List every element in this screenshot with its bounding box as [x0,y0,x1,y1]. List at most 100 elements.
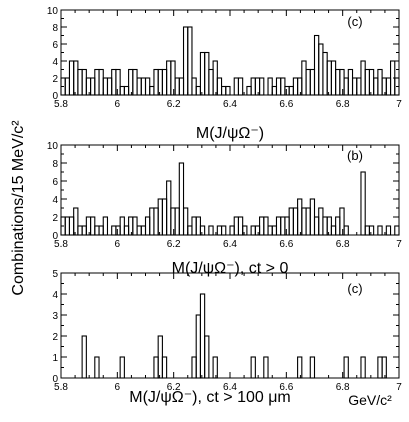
histogram-bin [182,207,189,236]
histogram-bin [119,356,125,379]
histogram-bin [111,68,117,96]
histogram-bin [98,68,104,96]
histogram-bin [204,51,210,96]
panel-3: 5.8 6 6.2 6.4 6.6 6.8 7 0 1 2 3 4 5 (c) M(J/ψΩ⁻), ct >… [52,269,402,406]
histogram-bin [195,216,201,236]
y-axis-label: Combinations/15 MeV/c² [10,120,27,296]
histogram-bin [394,225,400,236]
histogram-bin [136,225,142,236]
histogram-bin [360,60,366,96]
histogram-bin [360,356,366,379]
histogram-bin [90,77,96,96]
histogram-bin [191,356,197,379]
histogram-bin [128,216,134,236]
histogram-bin [161,68,168,96]
x-unit-label: GeV/c² [348,392,392,408]
panel-1: 5.8 6 6.2 6.4 6.6 6.8 7 0 2 4 6 8 10 (c) M(J/ψΩ⁻) [47,6,402,142]
histogram-bin [343,77,349,96]
histogram-bin [271,225,278,236]
histogram-bin [208,225,214,236]
histogram-bin [229,225,235,236]
histogram-bin [182,26,189,96]
x-tick-label: 6.6 [279,239,293,250]
histogram-bin [221,225,227,236]
histogram-bin [233,77,240,96]
histogram-bin [284,216,290,236]
histogram-bin [115,68,121,96]
histogram-bin [335,216,341,236]
histogram-bin [351,77,358,96]
histogram-bin [356,77,362,96]
histogram-bin [106,77,113,96]
panel-tag: (c) [347,14,362,29]
histogram-bin [292,77,299,96]
y-tick-label: 5 [52,269,58,280]
histogram-bin [385,77,392,96]
x-axis-label: M(J/ψΩ⁻) [196,125,264,142]
histogram-bin [153,207,159,236]
y-tick-label: 10 [47,6,59,17]
x-tick-label: 6.4 [223,382,237,393]
histogram-bin [170,60,176,96]
histogram-bin [102,77,109,96]
histogram-bin [64,77,70,96]
histogram-bin [178,77,185,96]
histogram-bin [347,68,354,96]
histogram-bin [161,198,168,236]
histogram-bin [330,225,337,236]
histogram-bin [305,68,311,96]
x-tick-label: 6.8 [336,382,350,393]
histogram-bin [275,77,282,96]
histogram-bin [68,216,75,236]
histogram-bin [68,60,75,96]
panel-tag: (c) [347,281,362,296]
histogram-bin [199,51,206,96]
y-tick-label: 0 [52,374,58,385]
histogram-bin [204,335,210,379]
y-tick-label: 3 [52,311,58,322]
histogram-bin [140,77,147,96]
histogram-bin [377,68,383,96]
panel-tag: (b) [347,148,363,163]
x-tick-label: 7 [396,99,402,110]
histogram-bin [81,68,87,96]
histogram-bin [144,216,151,236]
histogram-bin [373,77,379,96]
histogram-bin [94,356,100,379]
histogram-bin [77,225,83,236]
histogram-bin [85,77,92,96]
histogram-bin [309,356,316,379]
histogram-bin [187,225,193,236]
x-tick-label: 6.2 [167,99,181,110]
histogram-bin [90,216,96,236]
histogram-bin [157,198,163,236]
histogram-bin [313,216,320,236]
histogram-bin [326,216,332,236]
histogram-bin [153,68,159,96]
histogram-bin [166,60,172,96]
histogram-bin [187,26,193,96]
histogram-bin [271,85,278,96]
y-tick-label: 6 [52,40,58,51]
histogram-bin [119,85,125,96]
histogram-bin [123,225,130,236]
x-tick-label: 6.2 [167,239,181,250]
histogram-bin [377,225,383,236]
histogram-bin [280,77,286,96]
x-tick-label: 6.2 [167,382,181,393]
histogram-bin [385,225,392,236]
x-tick-label: 5.8 [54,382,68,393]
histogram-bin [288,85,294,96]
histogram-bin [259,77,265,96]
histogram-bin [237,77,244,96]
histogram-bin [174,77,180,96]
histogram-bin [343,225,349,236]
histogram-bin [280,216,286,236]
histogram-bin [254,77,261,96]
histogram-bin [250,77,256,96]
histogram-bin [364,68,370,96]
x-tick-label: 6 [115,239,121,250]
histogram-bin [330,60,337,96]
histogram-bin [111,225,117,236]
histogram-bin [149,207,155,236]
